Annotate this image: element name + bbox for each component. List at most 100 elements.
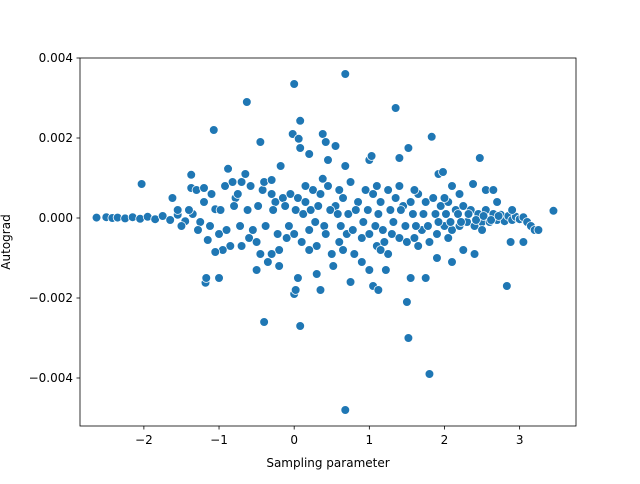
x-tick-label: −1 — [210, 433, 228, 447]
data-point — [304, 149, 315, 159]
data-point — [313, 201, 324, 211]
data-point — [447, 181, 457, 191]
data-point — [289, 79, 299, 89]
data-point — [468, 179, 478, 189]
data-point — [335, 221, 346, 231]
data-point — [402, 237, 412, 247]
data-point — [334, 237, 345, 247]
data-point — [364, 229, 375, 239]
data-point — [236, 241, 247, 251]
data-point — [456, 217, 466, 227]
data-point — [373, 285, 384, 295]
data-point — [323, 155, 333, 165]
data-point — [375, 245, 386, 255]
data-point — [394, 233, 405, 243]
data-point — [293, 134, 304, 144]
data-point — [245, 181, 256, 191]
data-point — [242, 97, 252, 107]
y-tick-label: −0.004 — [29, 371, 73, 385]
data-point — [403, 333, 414, 343]
data-point — [266, 249, 277, 259]
data-point — [233, 189, 243, 199]
data-point — [385, 205, 396, 215]
data-point — [370, 221, 381, 231]
data-point — [409, 233, 420, 243]
data-point — [505, 237, 516, 247]
data-point — [315, 285, 326, 295]
data-point — [372, 181, 382, 191]
data-point — [259, 317, 269, 327]
data-point — [478, 211, 489, 221]
data-point — [289, 229, 299, 239]
data-point — [438, 167, 448, 177]
data-point — [257, 185, 268, 195]
x-axis-ticks: −2 −1 0 1 2 3 — [135, 426, 523, 447]
data-point — [284, 221, 294, 231]
data-point — [548, 206, 559, 216]
data-point — [320, 229, 331, 239]
data-point — [394, 181, 405, 191]
data-point — [424, 237, 435, 247]
data-point — [220, 181, 230, 191]
data-point — [364, 265, 375, 275]
data-point — [439, 193, 450, 203]
data-point — [304, 225, 315, 235]
data-point — [317, 174, 328, 184]
data-point — [295, 143, 305, 153]
data-point — [381, 265, 391, 275]
data-point — [453, 209, 463, 219]
data-point — [368, 189, 378, 199]
data-point — [244, 233, 254, 243]
data-point — [390, 103, 401, 113]
data-point — [186, 170, 197, 180]
data-point — [445, 217, 456, 227]
data-point — [357, 257, 367, 267]
data-point — [383, 249, 393, 259]
plot-frame — [79, 57, 577, 427]
data-point — [176, 221, 187, 231]
data-point — [295, 321, 305, 331]
data-point — [266, 175, 277, 185]
data-point — [272, 229, 283, 239]
data-point — [340, 69, 351, 79]
data-point — [471, 215, 481, 225]
data-point — [400, 221, 411, 231]
data-point — [375, 197, 386, 207]
data-point — [293, 273, 303, 283]
points-layer — [91, 69, 559, 415]
data-point — [332, 209, 343, 219]
data-point — [290, 285, 301, 295]
data-point — [172, 205, 183, 215]
data-point — [347, 225, 358, 235]
data-point — [345, 277, 356, 287]
data-point — [533, 225, 544, 235]
data-point — [201, 273, 212, 283]
data-point — [285, 189, 296, 199]
data-point — [293, 193, 303, 203]
data-point — [402, 297, 412, 307]
data-point — [319, 221, 330, 231]
data-point — [325, 205, 336, 215]
data-point — [275, 161, 286, 171]
x-tick-label: 0 — [290, 433, 298, 447]
y-tick-label: 0.000 — [39, 211, 73, 225]
data-point — [409, 185, 420, 195]
data-point — [296, 237, 307, 247]
data-point — [340, 405, 351, 415]
x-tick-label: 2 — [441, 433, 449, 447]
data-point — [300, 197, 311, 207]
data-point — [225, 241, 236, 251]
data-point — [280, 201, 290, 211]
data-point — [357, 233, 367, 243]
data-point — [157, 211, 168, 221]
data-point — [221, 225, 232, 235]
data-point — [199, 183, 209, 193]
data-point — [320, 137, 331, 147]
data-point — [255, 249, 266, 259]
data-point — [274, 245, 284, 255]
data-point — [405, 197, 416, 207]
data-point — [396, 205, 406, 215]
data-point — [242, 205, 253, 215]
